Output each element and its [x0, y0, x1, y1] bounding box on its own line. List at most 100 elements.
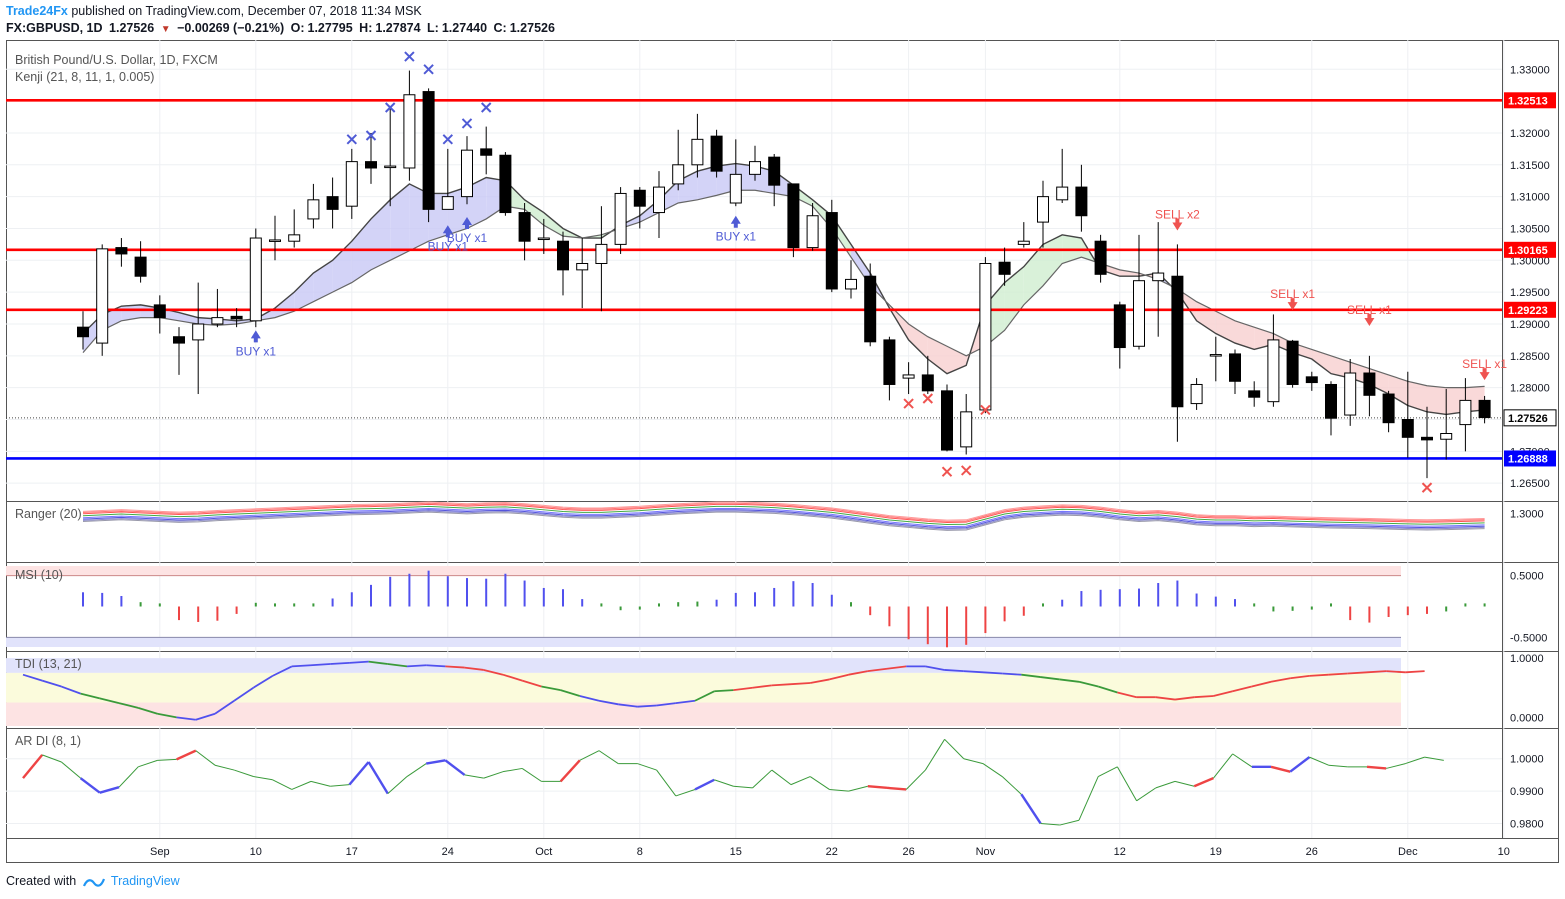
cross-marker-icon	[1421, 482, 1433, 493]
chart-area[interactable]: Sep 10 17 24 Oct 8 15 22 26 Nov 12 19 26 Dec 10 1.33000…	[6, 40, 1559, 868]
kenji-cloud-segment	[927, 336, 947, 374]
tdi-line-segment	[157, 712, 177, 719]
ardi-line-segment	[1059, 819, 1080, 826]
tdi-line-segment	[771, 683, 792, 687]
ardi-line-segment	[79, 777, 101, 794]
ardi-title: AR DI (8, 1)	[15, 734, 81, 748]
candle-body	[979, 262, 992, 411]
price-axis-label: 1.29500	[1510, 287, 1550, 299]
tdi-line-segment	[675, 699, 696, 705]
level-price-label: 1.32513	[1508, 95, 1548, 107]
ardi-line-segment	[291, 780, 312, 790]
ardi-line-segment	[1097, 766, 1118, 777]
tradingview-link[interactable]: TradingView	[110, 874, 180, 888]
buy-signal-label: BUY x1	[428, 239, 469, 253]
candle-body	[96, 248, 109, 344]
candle-body	[1267, 339, 1280, 403]
ranger-axis-label: 1.3000	[1510, 509, 1544, 521]
tdi-line-segment	[886, 665, 907, 670]
ardi-line-segment	[521, 768, 542, 782]
ardi-line-segment	[1136, 787, 1157, 802]
msi-upper-zone	[6, 566, 1401, 576]
ardi-line-segment	[1289, 756, 1311, 773]
ardi-line-segment	[1386, 763, 1406, 769]
ardi-line-segment	[483, 771, 504, 779]
tdi-line-segment	[1059, 678, 1080, 683]
cross-marker-icon	[461, 118, 473, 129]
candle-body	[345, 161, 358, 207]
tdi-upper-zone	[6, 658, 1401, 673]
series-title: British Pound/U.S. Dollar, 1D, FXCM	[15, 53, 218, 67]
level-price-label: 1.30165	[1508, 245, 1548, 257]
indicator-title: Kenji (21, 8, 11, 1, 0.005)	[15, 70, 154, 84]
candle-body	[710, 135, 723, 172]
tdi-line-segment	[1097, 685, 1118, 694]
candle-body	[806, 215, 819, 249]
tdi-line-segment	[99, 697, 120, 704]
tdi-line-segment	[867, 667, 888, 673]
ardi-line-segment	[195, 750, 216, 766]
candle-body	[1075, 186, 1088, 217]
tdi-line-segment	[541, 685, 561, 691]
created-with-label: Created with	[6, 874, 77, 888]
candle-body	[1056, 186, 1069, 201]
candle-body	[518, 212, 531, 242]
time-axis-label: Dec	[1398, 846, 1418, 858]
ardi-line-segment	[1405, 756, 1425, 765]
tdi-line-segment	[1021, 673, 1041, 678]
level-price-tag	[1504, 301, 1556, 318]
time-axis-label: 10	[250, 846, 262, 858]
ardi-line-segment	[138, 759, 158, 768]
tdi-line-segment	[714, 689, 734, 693]
ardi-line-segment	[848, 785, 868, 792]
candle-body	[1421, 436, 1433, 441]
ardi-line-segment	[1155, 780, 1176, 789]
ardi-line-segment	[637, 763, 657, 771]
candle-body	[902, 374, 915, 379]
ardi-line-segment	[444, 759, 466, 776]
tdi-line-segment	[560, 689, 581, 697]
candle-body	[787, 183, 800, 249]
candle-body	[576, 262, 589, 271]
time-axis-label: 17	[346, 846, 358, 858]
time-axis-label: 12	[1114, 846, 1126, 858]
cross-marker-icon	[922, 393, 934, 404]
candle-body	[499, 154, 512, 214]
candle-body	[115, 247, 128, 255]
tdi-line-segment	[1078, 680, 1099, 688]
chart-svg[interactable]: Sep 10 17 24 Oct 8 15 22 26 Nov 12 19 26 Dec 10 1.33000…	[6, 40, 1559, 863]
ardi-line-segment	[367, 761, 389, 795]
tdi-line-segment	[944, 669, 964, 673]
tdi-line-segment	[176, 716, 196, 721]
ardi-line-segment	[1040, 822, 1060, 826]
candle-body	[1325, 383, 1337, 419]
candle-body	[672, 164, 685, 185]
ardi-line-segment	[1270, 765, 1291, 773]
brand-link[interactable]: Trade24Fx	[6, 4, 68, 18]
sell-signal-label: SELL x1	[1347, 303, 1392, 317]
candle-body	[825, 212, 838, 290]
time-axis-label: 26	[1306, 846, 1318, 858]
ardi-line-segment	[982, 763, 1003, 777]
tdi-line-segment	[790, 682, 811, 686]
tdi-line-segment	[214, 700, 235, 715]
time-axis-label: 15	[730, 846, 742, 858]
ranger-band-line	[82, 509, 1485, 529]
tdi-line-segment	[1270, 677, 1291, 683]
candle-body	[941, 390, 953, 451]
tdi-line-segment	[22, 673, 43, 682]
tdi-line-segment	[810, 678, 830, 684]
candle-body	[326, 196, 339, 210]
ardi-line-segment	[1020, 793, 1042, 825]
tdi-line-segment	[752, 684, 772, 689]
tdi-line-segment	[330, 661, 350, 665]
ardi-line-segment	[1424, 756, 1444, 761]
kenji-cloud-segment	[1235, 320, 1255, 350]
cross-marker-icon	[384, 102, 396, 113]
cross-marker-icon	[960, 465, 972, 476]
buy-signal-label: BUY x1	[236, 344, 277, 358]
kenji-cloud-segment	[1427, 385, 1447, 415]
ardi-line-segment	[61, 761, 81, 779]
kenji-cloud-segment	[697, 166, 717, 200]
ardi-line-segment	[176, 749, 197, 761]
